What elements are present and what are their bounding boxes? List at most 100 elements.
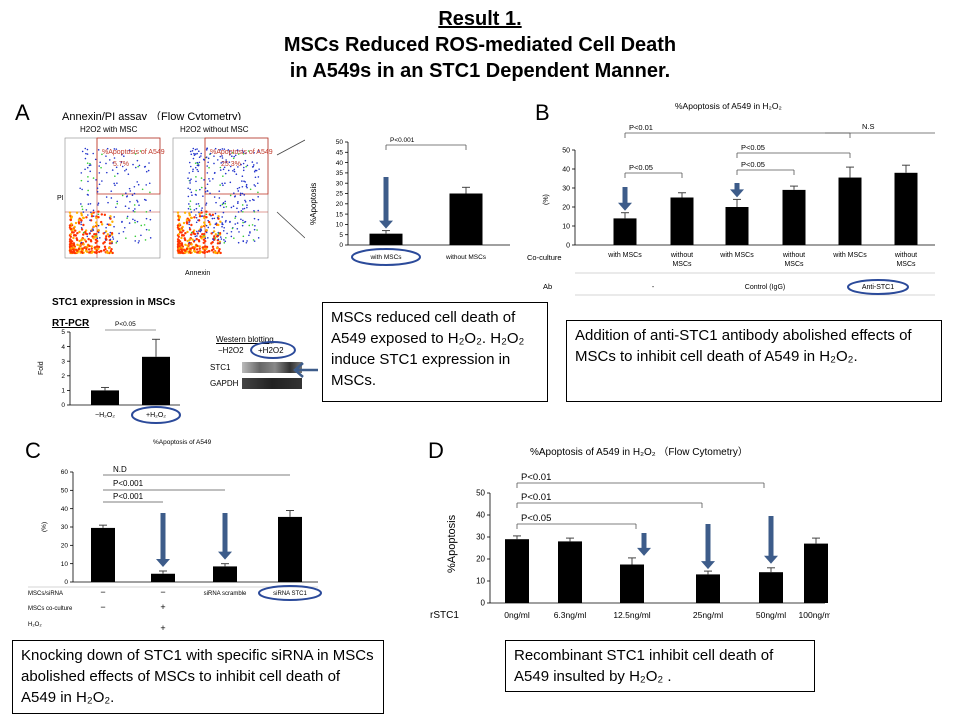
a2-category-label: −H₂O₂: [95, 412, 115, 419]
c-ytick-label: 50: [61, 488, 69, 495]
flow-dot: [222, 211, 225, 214]
flow-dot: [80, 203, 82, 205]
flow-dot: [218, 190, 221, 192]
flow-dot: [90, 245, 93, 248]
flow-dot: [204, 190, 207, 193]
flow2-gate-label: %Apoptosis of A549: [210, 149, 273, 156]
flow-dot: [109, 238, 112, 241]
flow-dot: [95, 223, 99, 227]
flow-dot: [245, 165, 247, 168]
flow-dot: [206, 250, 209, 254]
flow-dot: [189, 179, 191, 182]
flow-dot: [234, 154, 237, 157]
flow-dot: [197, 203, 200, 205]
flow-dot: [252, 165, 255, 168]
c-row-label: MSCs co-culture: [28, 606, 73, 612]
flow-dot: [195, 189, 197, 192]
flow-dot: [217, 215, 220, 218]
flow-dot: [94, 238, 98, 241]
flow-dot: [240, 210, 243, 212]
d-category-label: 50ng/ml: [756, 610, 786, 620]
flow1-frame: [64, 137, 161, 259]
flow-dot: [190, 233, 193, 236]
flow-dot: [245, 241, 248, 244]
flow-dot: [218, 231, 222, 235]
b-bar: [782, 189, 806, 245]
flow-dot: [134, 208, 136, 210]
flow-dot: [193, 249, 196, 253]
flow-dot: [189, 165, 192, 168]
flow-dot: [109, 223, 112, 227]
stc1-band: [242, 362, 302, 373]
d-ytick-label: 0: [481, 599, 486, 608]
a2-ytick-label: 0: [61, 402, 65, 409]
flow-dot: [137, 241, 140, 244]
flow-dot: [121, 194, 124, 197]
flow-dot: [221, 222, 223, 224]
c-ytick-label: 30: [61, 524, 69, 531]
flow-dot: [242, 169, 245, 172]
flow-dot: [137, 165, 139, 168]
c-bar: [278, 516, 302, 582]
flow-dot: [111, 220, 114, 223]
flow-dot: [108, 217, 111, 219]
flow-dot: [192, 147, 195, 150]
flow-dot: [249, 199, 251, 202]
flow-dot: [219, 148, 221, 151]
flow-dot: [105, 162, 107, 165]
flow-dot: [183, 249, 187, 252]
flow-dot: [80, 219, 83, 222]
b-category-label: with MSCs: [607, 252, 642, 259]
rtpcr-label: RT-PCR: [52, 318, 90, 329]
flow-dot: [253, 199, 255, 201]
flow-dot: [97, 228, 100, 232]
flow-dot: [237, 190, 240, 192]
flow-dot: [242, 162, 245, 165]
flow-dot: [82, 223, 85, 227]
flow-dot: [189, 200, 192, 202]
flow-dot: [196, 152, 198, 155]
b-ytick-label: 40: [562, 166, 570, 173]
flow-dot: [217, 249, 221, 253]
flow-dot: [189, 182, 191, 184]
flow-dot: [70, 222, 73, 226]
flow-dot: [85, 216, 88, 219]
flow-dot: [100, 166, 102, 169]
flow-dot: [191, 231, 195, 234]
flow-dot: [221, 157, 224, 159]
flow-dot: [207, 157, 210, 160]
c-ytick-label: 10: [61, 561, 69, 568]
flow-dot: [82, 243, 85, 246]
flow-dot: [254, 185, 257, 187]
chart-d-apoptosis-rstc1: %Apoptosis of A549 in H₂O₂ （Flow Cytomet…: [430, 446, 830, 621]
c-ytick-label: 20: [61, 543, 69, 550]
a1-ytick-label: 5: [339, 232, 343, 239]
flow-dot: [223, 226, 225, 229]
flow-dot: [202, 195, 204, 197]
flow-dot: [177, 233, 180, 236]
flow-dot: [214, 233, 218, 236]
flow-dot: [116, 202, 119, 205]
flow-dot: [205, 202, 208, 205]
flow-dot: [182, 221, 186, 225]
flow-dot: [196, 235, 198, 237]
flow-dot: [138, 240, 140, 242]
flow-dot: [125, 195, 128, 198]
flow-dot: [111, 251, 114, 255]
flow-dot: [81, 208, 84, 211]
flow-dot: [203, 249, 207, 252]
zoom-line-bottom: [276, 211, 305, 239]
flow-dot: [97, 204, 99, 206]
b-ytick-label: 20: [562, 204, 570, 211]
flow-dot: [149, 209, 152, 212]
b-category-label: without: [782, 252, 805, 259]
flow-dot: [227, 169, 230, 172]
flow-dot: [93, 233, 96, 236]
flow-dot: [70, 247, 73, 250]
flow-dot: [86, 166, 89, 169]
flow-dot: [97, 224, 100, 227]
c-ytick-label: 40: [61, 506, 69, 513]
flow-dot: [176, 243, 180, 246]
flow-dot: [208, 213, 212, 216]
flow-dot: [194, 153, 197, 155]
